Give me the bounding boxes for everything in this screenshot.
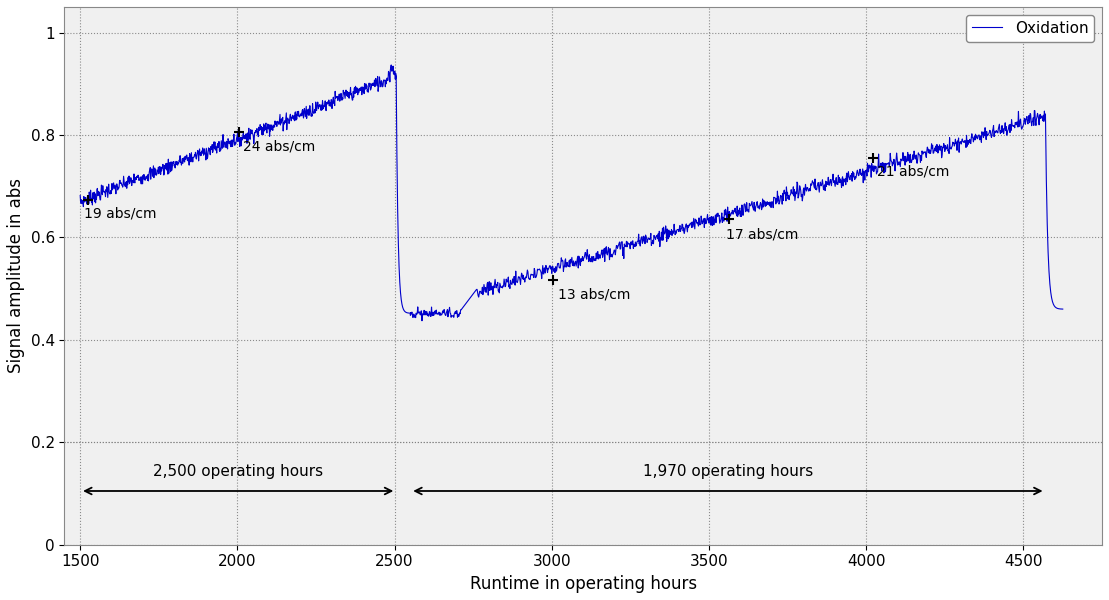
Oxidation [675,225,689,232]
Text: 2,500 operating hours: 2,500 operating hours [153,464,323,479]
Oxidation [416,317,429,325]
Text: 19 abs/cm: 19 abs/cm [84,207,156,221]
Oxidation [674,226,688,233]
Oxidation [836,173,849,181]
X-axis label: Runtime in operating hours: Runtime in operating hours [470,575,696,593]
Text: 17 abs/cm: 17 abs/cm [726,227,798,241]
Text: 13 abs/cm: 13 abs/cm [558,288,631,302]
Text: 1,970 operating hours: 1,970 operating hours [643,464,813,479]
Legend: Oxidation: Oxidation [966,14,1095,42]
Line: Oxidation: Oxidation [80,65,1062,321]
Oxidation [730,209,743,216]
Text: 21 abs/cm: 21 abs/cm [877,165,949,179]
Text: 24 abs/cm: 24 abs/cm [243,139,315,154]
Oxidation [385,61,398,68]
Oxidation [502,281,516,289]
Oxidation [1056,305,1069,313]
Y-axis label: Signal amplitude in abs: Signal amplitude in abs [7,178,24,373]
Oxidation [235,134,248,142]
Oxidation [73,192,87,199]
